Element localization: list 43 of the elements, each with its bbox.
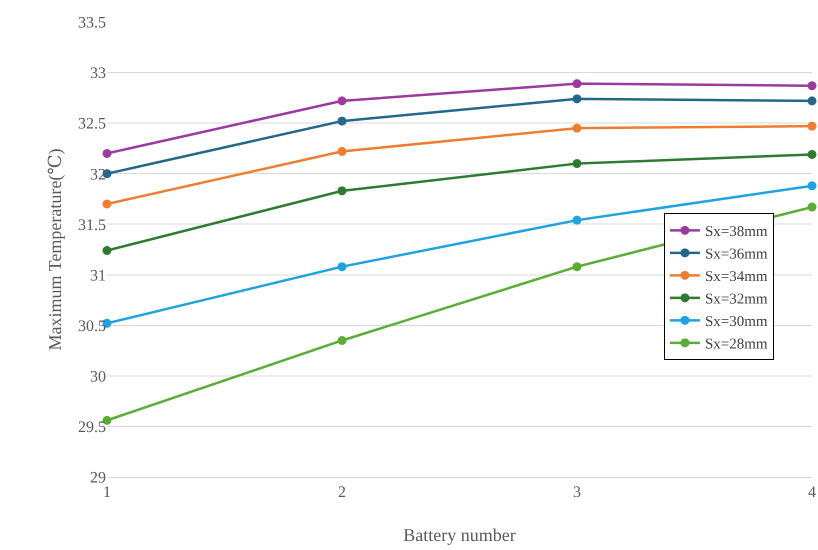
x-axis-title: Battery number (403, 525, 516, 545)
legend-label: Sx=36mm (704, 246, 768, 263)
y-tick-label: 29 (90, 470, 106, 487)
point (102, 200, 112, 208)
point (808, 96, 816, 106)
legend-label: Sx=30mm (704, 314, 768, 330)
point (338, 336, 346, 345)
legend-label: Sx=38mm (704, 224, 768, 240)
x-tick-label: 4 (808, 484, 816, 502)
y-tick-label: 32.5 (78, 116, 106, 133)
point (102, 246, 112, 256)
y-tick-label: 30.5 (78, 318, 106, 335)
y-tick-label: 30 (90, 368, 106, 386)
y-tick-label: 31.5 (78, 216, 106, 234)
y-tick-label: 33 (90, 65, 106, 82)
legend-label: Sx=32mm (704, 292, 768, 308)
point (808, 150, 816, 159)
y-tick-label: 29.5 (78, 419, 106, 436)
point (102, 148, 112, 158)
point (572, 94, 582, 104)
point (338, 146, 346, 156)
point (572, 124, 582, 133)
y-axis-title: Maximum Temperature(℃) (45, 148, 65, 350)
point (808, 202, 816, 212)
point (572, 216, 582, 225)
point (572, 79, 582, 88)
y-tick-label: 32 (90, 166, 106, 184)
point (338, 262, 346, 272)
point (808, 122, 816, 131)
point (572, 159, 582, 168)
x-tick-label: 2 (338, 484, 346, 502)
point (808, 181, 816, 190)
point (338, 116, 346, 126)
x-tick-label: 3 (573, 484, 581, 502)
point (572, 262, 582, 272)
legend-label: Sx=34mm (704, 269, 768, 286)
point (338, 96, 346, 106)
legend-label: Sx=28mm (704, 336, 768, 353)
x-tick-label: 1 (103, 484, 111, 502)
point (338, 186, 346, 196)
y-tick-label: 33.5 (78, 14, 106, 32)
y-tick-label: 31 (90, 267, 106, 284)
point (808, 81, 816, 90)
